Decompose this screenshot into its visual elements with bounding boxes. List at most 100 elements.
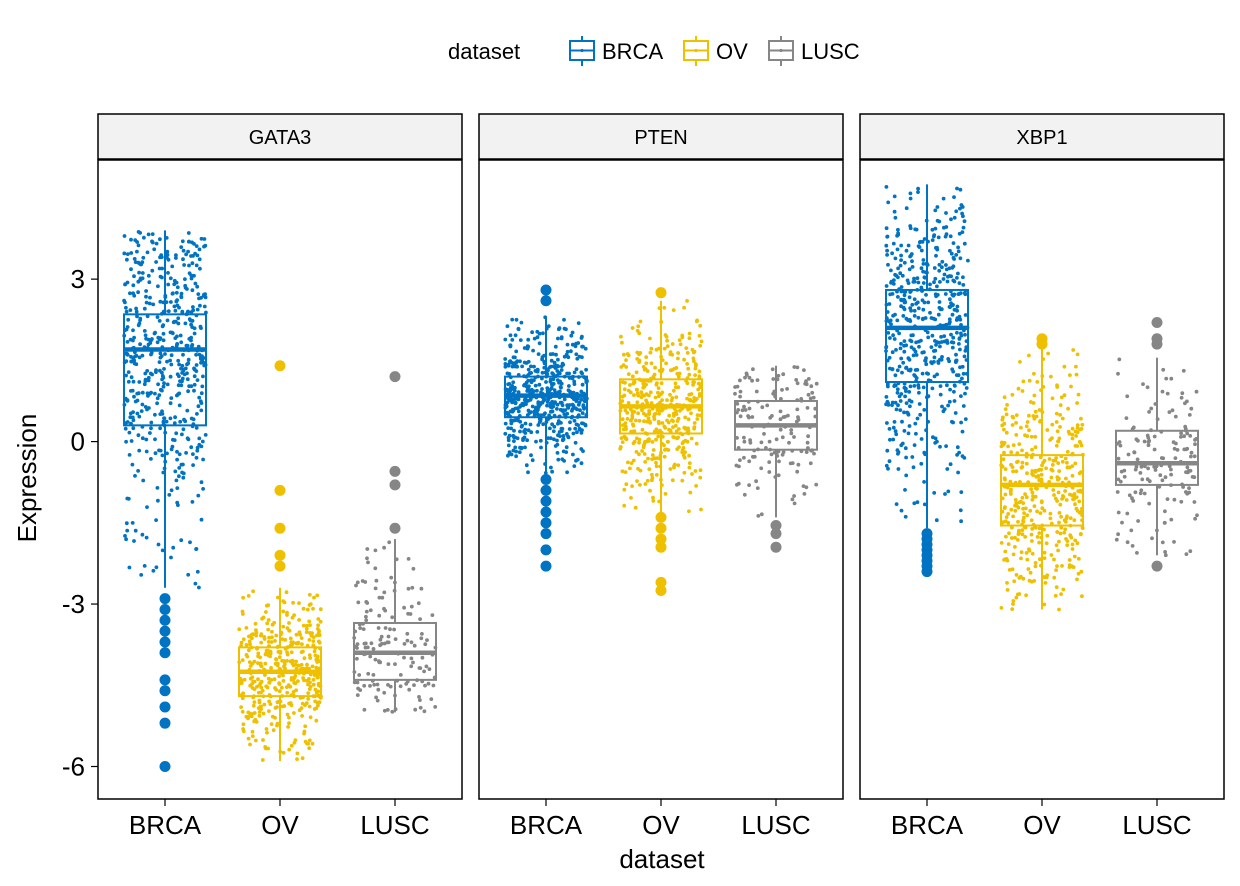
jitter-point <box>692 349 697 354</box>
jitter-point <box>660 390 665 395</box>
jitter-point <box>962 354 967 359</box>
jitter-point <box>169 362 174 367</box>
jitter-point <box>673 381 678 386</box>
jitter-point <box>358 688 363 692</box>
jitter-point <box>158 237 162 242</box>
jitter-point <box>199 408 204 413</box>
jitter-point <box>1116 456 1121 461</box>
jitter-point <box>156 498 160 503</box>
jitter-point <box>1059 395 1064 400</box>
jitter-point <box>123 282 128 286</box>
jitter-point <box>191 305 195 309</box>
jitter-point <box>695 417 700 421</box>
jitter-point <box>917 245 922 250</box>
jitter-point <box>1007 531 1011 536</box>
jitter-point <box>300 756 305 761</box>
jitter-point <box>1002 421 1007 426</box>
jitter-point <box>514 317 519 322</box>
jitter-point <box>285 712 290 717</box>
jitter-point <box>264 651 268 656</box>
legend: dataset BRCA OV LUSC <box>448 36 860 66</box>
jitter-point <box>922 450 927 455</box>
jitter-point <box>1049 521 1054 526</box>
outlier-point <box>159 701 171 713</box>
jitter-point <box>650 472 654 477</box>
jitter-point <box>132 293 137 298</box>
jitter-point <box>261 615 266 620</box>
jitter-point <box>264 684 269 689</box>
jitter-point <box>143 377 148 382</box>
jitter-point <box>1019 550 1024 555</box>
jitter-point <box>140 532 145 537</box>
jitter-point <box>645 478 650 483</box>
y-axis-title: Expression <box>12 414 42 543</box>
jitter-point <box>509 426 513 431</box>
jitter-point <box>1012 579 1017 584</box>
jitter-point <box>133 260 138 264</box>
jitter-point <box>622 487 627 492</box>
iqr-box <box>885 288 969 384</box>
jitter-point <box>142 235 146 240</box>
jitter-point <box>1024 495 1029 500</box>
jitter-point <box>795 407 800 412</box>
jitter-point <box>932 266 937 270</box>
jitter-point <box>952 389 956 394</box>
jitter-point <box>355 693 360 697</box>
jitter-point <box>955 304 960 309</box>
jitter-point <box>125 399 130 403</box>
jitter-point <box>149 352 153 357</box>
jitter-point <box>676 356 680 361</box>
jitter-point <box>1075 401 1079 405</box>
jitter-point <box>199 391 204 396</box>
jitter-point <box>654 460 658 465</box>
jitter-point <box>1125 540 1130 545</box>
jitter-point <box>1132 450 1137 455</box>
jitter-point <box>932 280 936 285</box>
jitter-point <box>649 361 654 366</box>
jitter-point <box>767 460 772 464</box>
jitter-point <box>535 430 540 434</box>
jitter-point <box>676 463 681 468</box>
jitter-point <box>268 651 273 656</box>
jitter-point <box>191 417 196 422</box>
jitter-point <box>1016 386 1021 391</box>
jitter-point <box>774 437 779 442</box>
jitter-point <box>699 339 704 344</box>
jitter-point <box>122 234 127 238</box>
jitter-point <box>1172 497 1177 502</box>
jitter-point <box>1146 440 1151 444</box>
jitter-point <box>887 355 892 360</box>
jitter-point <box>166 309 171 314</box>
y-tick-label: -3 <box>62 589 85 619</box>
jitter-point <box>174 299 179 304</box>
jitter-point <box>759 466 764 471</box>
jitter-point <box>900 273 905 278</box>
jitter-point <box>902 429 907 433</box>
outlier-point <box>389 465 401 477</box>
jitter-point <box>167 493 172 497</box>
jitter-point <box>246 736 251 741</box>
jitter-point <box>304 630 309 634</box>
jitter-point <box>280 637 285 641</box>
jitter-point <box>689 436 694 441</box>
jitter-point <box>1004 534 1008 539</box>
jitter-point <box>299 636 304 640</box>
jitter-point <box>1074 495 1079 500</box>
jitter-point <box>165 252 170 257</box>
jitter-point <box>246 594 251 598</box>
jitter-point <box>1064 476 1068 481</box>
jitter-point <box>266 640 271 644</box>
jitter-point <box>316 703 320 708</box>
jitter-point <box>294 688 298 693</box>
jitter-point <box>1179 431 1183 436</box>
jitter-point <box>751 455 756 459</box>
jitter-point <box>194 455 199 460</box>
jitter-point <box>516 390 521 395</box>
jitter-point <box>196 493 201 498</box>
jitter-point <box>921 385 926 390</box>
jitter-point <box>960 376 964 381</box>
jitter-point <box>922 237 927 241</box>
jitter-point <box>514 449 518 454</box>
jitter-point <box>269 722 274 726</box>
jitter-point <box>795 469 800 474</box>
